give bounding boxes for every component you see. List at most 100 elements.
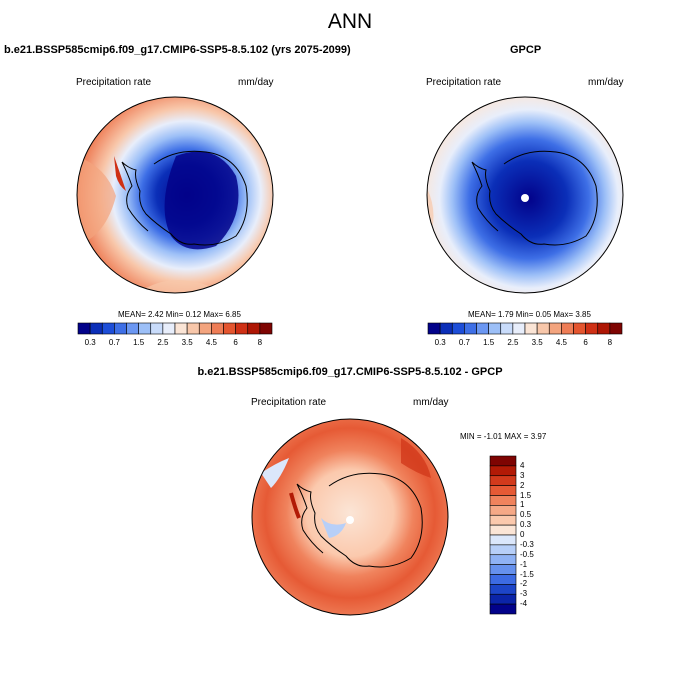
model-colorbar-swatch bbox=[89, 322, 103, 335]
model-colorbar-tick-label: 0.3 bbox=[84, 338, 96, 347]
obs-colorbar-swatch bbox=[451, 322, 465, 335]
obs-colorbar-swatch bbox=[427, 322, 441, 335]
diff-panel-title: b.e21.BSSP585cmip6.f09_g17.CMIP6-SSP5-8.… bbox=[197, 366, 503, 378]
model-colorbar-labels: 0.3 0.7 1.5 2.5 3.5 4.5 6 8 bbox=[78, 338, 272, 348]
diff-colorbar-tick-label: 0 bbox=[520, 530, 525, 539]
obs-colorbar-labels: 0.3 0.7 1.5 2.5 3.5 4.5 6 8 bbox=[428, 338, 622, 348]
obs-colorbar-swatch bbox=[561, 322, 574, 335]
model-panel-title: b.e21.BSSP585cmip6.f09_g17.CMIP6-SSP5-8.… bbox=[4, 44, 351, 56]
obs-colorbar-tick-label: 4.5 bbox=[555, 338, 567, 347]
diff-colorbar-tick-label: 3 bbox=[520, 470, 525, 480]
diff-colorbar-swatch bbox=[489, 514, 517, 526]
obs-colorbar-swatch bbox=[597, 322, 611, 335]
obs-colorbar-swatch bbox=[512, 322, 526, 335]
diff-colorbar-labels: 4 3 2 1.5 1 0.5 0.3 0 -0.3 -0.5 -1 -1.5 -2 -3 -4 bbox=[520, 456, 550, 614]
model-colorbar-swatch bbox=[174, 322, 188, 335]
diff-colorbar-swatch bbox=[489, 475, 517, 486]
model-colorbar-tick-label: 1.5 bbox=[133, 338, 145, 347]
model-colorbar-swatch bbox=[77, 322, 91, 335]
model-colorbar-swatch bbox=[235, 322, 249, 335]
model-colorbar-swatch bbox=[259, 322, 273, 335]
model-colorbar bbox=[77, 322, 273, 335]
obs-coastline bbox=[471, 150, 598, 246]
diff-colorbar-swatch bbox=[489, 564, 517, 575]
model-colorbar-tick-label: 2.5 bbox=[157, 338, 169, 347]
diff-colorbar-tick-label: -3 bbox=[520, 589, 528, 599]
diff-colorbar-tick-label: 0.3 bbox=[520, 520, 532, 530]
model-colorbar-swatch bbox=[211, 322, 224, 335]
diff-colorbar-tick-label: 0.5 bbox=[520, 510, 532, 520]
model-colorbar-swatch bbox=[101, 322, 115, 335]
obs-colorbar-swatch bbox=[500, 322, 514, 335]
diff-units-label: mm/day bbox=[413, 397, 449, 408]
obs-colorbar-tick-label: 6 bbox=[583, 338, 588, 347]
diff-colorbar-tick-label: -1.5 bbox=[520, 569, 534, 579]
diff-left-label: Precipitation rate bbox=[251, 397, 327, 408]
diff-colorbar-swatch bbox=[489, 495, 517, 506]
diff-colorbar-swatch bbox=[489, 584, 517, 595]
obs-colorbar-swatch bbox=[573, 322, 586, 335]
diff-colorbar-swatch bbox=[489, 574, 517, 585]
model-coastline bbox=[121, 150, 248, 246]
model-colorbar-swatch bbox=[126, 322, 139, 335]
obs-colorbar-tick-label: 2.5 bbox=[507, 338, 519, 347]
diff-colorbar-tick-label: -4 bbox=[520, 599, 528, 609]
obs-colorbar-swatch bbox=[439, 322, 453, 335]
obs-panel-title: GPCP bbox=[510, 44, 542, 56]
model-colorbar-swatch bbox=[138, 322, 152, 335]
obs-colorbar bbox=[427, 322, 623, 335]
obs-colorbar-swatch bbox=[585, 322, 599, 335]
obs-left-label: Precipitation rate bbox=[426, 77, 502, 88]
diff-colorbar-swatch bbox=[489, 554, 517, 565]
model-colorbar-swatch bbox=[150, 322, 164, 335]
model-left-label: Precipitation rate bbox=[76, 77, 152, 88]
model-colorbar-tick-label: 3.5 bbox=[181, 338, 193, 347]
obs-stats: MEAN= 1.79 Min= 0.05 Max= 3.85 bbox=[468, 310, 591, 319]
model-colorbar-tick-label: 6 bbox=[233, 338, 238, 347]
diff-colorbar-tick-label: 1 bbox=[520, 500, 525, 510]
obs-colorbar-tick-label: 0.3 bbox=[434, 338, 446, 347]
model-units-label: mm/day bbox=[238, 77, 274, 88]
diff-colorbar-swatch bbox=[489, 544, 517, 556]
model-colorbar-tick-label: 0.7 bbox=[108, 338, 120, 347]
figure-title: ANN bbox=[327, 10, 373, 33]
diff-colorbar-swatch bbox=[489, 593, 517, 605]
diff-colorbar-tick-label: 2 bbox=[520, 480, 525, 490]
model-polar-map bbox=[76, 96, 274, 294]
obs-colorbar-tick-label: 8 bbox=[607, 338, 613, 347]
diff-colorbar-swatch bbox=[489, 505, 517, 516]
obs-colorbar-tick-label: 0.7 bbox=[458, 338, 470, 347]
model-colorbar-tick-label: 8 bbox=[257, 338, 263, 347]
obs-colorbar-swatch bbox=[476, 322, 489, 335]
diff-colorbar-tick-label: -1 bbox=[520, 559, 528, 569]
model-map-border bbox=[76, 96, 274, 294]
obs-colorbar-swatch bbox=[524, 322, 538, 335]
model-colorbar-swatch bbox=[186, 322, 200, 335]
diff-colorbar bbox=[489, 455, 517, 615]
diff-colorbar-swatch bbox=[489, 485, 517, 496]
diff-colorbar-tick-label: 1.5 bbox=[520, 490, 532, 500]
model-colorbar-swatch bbox=[247, 322, 261, 335]
obs-units-label: mm/day bbox=[588, 77, 624, 88]
diff-colorbar-swatch bbox=[489, 455, 517, 467]
diff-colorbar-tick-label: -0.3 bbox=[520, 539, 534, 549]
diff-polar-map bbox=[251, 418, 449, 616]
obs-colorbar-swatch bbox=[609, 322, 623, 335]
obs-colorbar-swatch bbox=[464, 322, 477, 335]
model-colorbar-swatch bbox=[114, 322, 127, 335]
obs-map-border bbox=[426, 96, 624, 294]
obs-polar-map bbox=[426, 96, 624, 294]
model-colorbar-swatch bbox=[223, 322, 236, 335]
diff-colorbar-tick-label: -0.5 bbox=[520, 549, 534, 559]
obs-colorbar-tick-label: 3.5 bbox=[531, 338, 543, 347]
diff-map-border bbox=[251, 418, 449, 616]
diff-coastline bbox=[296, 472, 423, 568]
obs-colorbar-swatch bbox=[548, 322, 562, 335]
model-colorbar-swatch bbox=[198, 322, 212, 335]
diff-colorbar-swatch bbox=[489, 534, 517, 546]
model-colorbar-tick-label: 4.5 bbox=[205, 338, 217, 347]
obs-colorbar-tick-label: 1.5 bbox=[483, 338, 495, 347]
obs-colorbar-swatch bbox=[536, 322, 550, 335]
diff-colorbar-tick-label: -2 bbox=[520, 579, 528, 589]
obs-colorbar-swatch bbox=[488, 322, 502, 335]
